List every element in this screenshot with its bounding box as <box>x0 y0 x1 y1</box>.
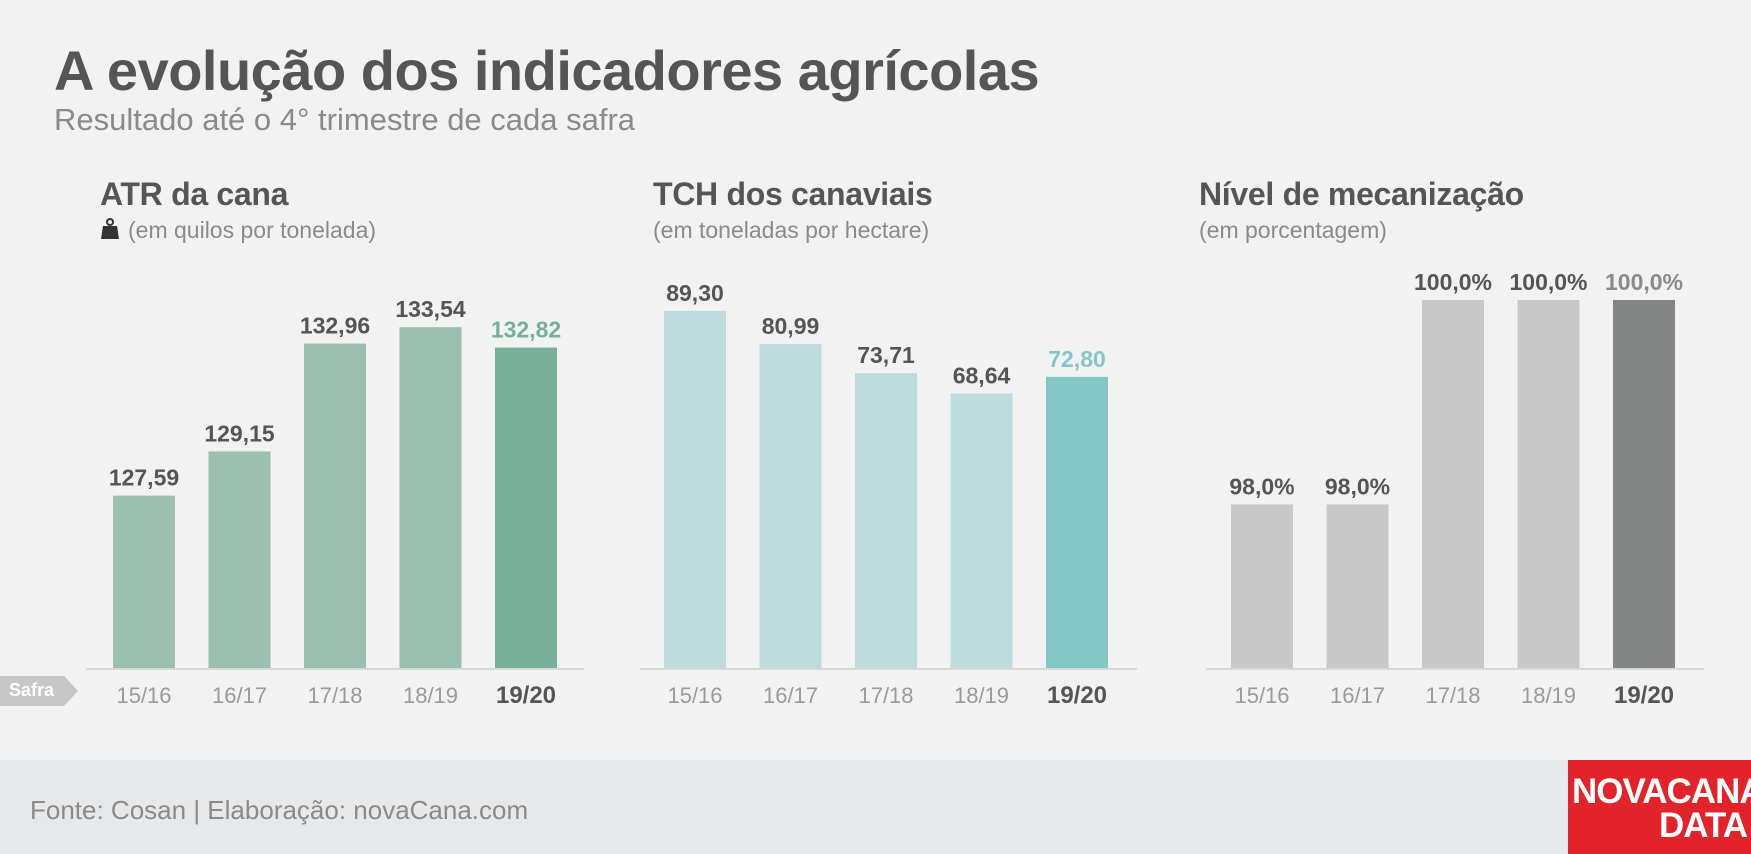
footer-bar <box>0 760 1751 854</box>
x-tick-mec-16-17: 16/17 <box>1330 683 1385 708</box>
bar-atr-16-17 <box>208 451 271 668</box>
x-tick-atr-17-18: 17/18 <box>307 683 362 708</box>
x-tick-mec-15-16: 15/16 <box>1234 683 1289 708</box>
x-tick-mec-17-18: 17/18 <box>1425 683 1480 708</box>
data-label-mec-15-16: 98,0% <box>1229 473 1294 499</box>
bar-tch-16-17 <box>759 344 822 668</box>
x-tick-tch-18-19: 18/19 <box>954 683 1009 708</box>
x-tick-tch-16-17: 16/17 <box>763 683 818 708</box>
bar-mec-18-19 <box>1517 300 1580 668</box>
data-label-atr-17-18: 132,96 <box>300 313 370 339</box>
data-label-tch-19-20: 72,80 <box>1048 346 1106 372</box>
chart-subtitle: Resultado até o 4° trimestre de cada saf… <box>54 102 636 137</box>
bar-mec-19-20 <box>1613 300 1675 668</box>
footer-source: Fonte: Cosan | Elaboração: novaCana.com <box>30 795 529 825</box>
data-label-mec-17-18: 100,0% <box>1414 269 1492 295</box>
panel-unit-atr-text: (em quilos por tonelada) <box>128 217 377 243</box>
bar-tch-17-18 <box>855 373 917 668</box>
data-label-mec-18-19: 100,0% <box>1509 269 1587 295</box>
x-tick-mec-18-19: 18/19 <box>1521 683 1576 708</box>
data-label-atr-18-19: 133,54 <box>395 296 466 322</box>
bar-atr-17-18 <box>304 343 366 668</box>
panel-title-atr: ATR da cana <box>100 176 289 212</box>
data-label-tch-15-16: 89,30 <box>666 280 724 306</box>
x-tick-tch-19-20: 19/20 <box>1047 682 1107 709</box>
x-tick-tch-17-18: 17/18 <box>858 683 913 708</box>
x-tick-tch-15-16: 15/16 <box>667 683 722 708</box>
x-tick-mec-19-20: 19/20 <box>1614 682 1674 709</box>
data-label-tch-16-17: 80,99 <box>762 313 820 339</box>
weight-icon <box>101 218 119 239</box>
bar-atr-15-16 <box>113 495 175 668</box>
panel-unit-tch: (em toneladas por hectare) <box>653 217 930 243</box>
panel-unit-atr: (em quilos por tonelada) <box>100 217 376 244</box>
data-label-tch-17-18: 73,71 <box>857 342 915 368</box>
chart-title: A evolução dos indicadores agrícolas <box>54 39 1040 102</box>
panel-title-tch: TCH dos canaviais <box>653 176 933 212</box>
novacana-data-logo <box>1568 760 1751 854</box>
x-tick-atr-18-19: 18/19 <box>403 683 458 708</box>
data-label-atr-16-17: 129,15 <box>204 420 275 446</box>
bar-atr-18-19 <box>399 327 462 668</box>
logo-text-line1: NOVACANA <box>1572 772 1751 811</box>
data-label-mec-19-20: 100,0% <box>1605 269 1683 295</box>
panel-unit-mecanizacao: (em porcentagem) <box>1199 217 1387 243</box>
bar-tch-15-16 <box>664 310 726 668</box>
data-label-atr-19-20: 132,82 <box>491 317 561 343</box>
bar-mec-16-17 <box>1326 504 1389 668</box>
bar-tch-18-19 <box>950 393 1013 668</box>
panel-title-mecanizacao: Nível de mecanização <box>1199 176 1524 212</box>
safra-axis-tag: Safra <box>9 680 55 700</box>
logo-text-line2: DATA <box>1658 806 1748 845</box>
x-tick-atr-19-20: 19/20 <box>496 682 556 709</box>
x-tick-atr-15-16: 15/16 <box>116 683 171 708</box>
data-label-mec-16-17: 98,0% <box>1325 473 1390 499</box>
bar-mec-15-16 <box>1231 504 1293 668</box>
data-label-atr-15-16: 127,59 <box>109 465 179 491</box>
bar-atr-19-20 <box>495 347 557 668</box>
bar-tch-19-20 <box>1046 376 1108 668</box>
data-label-tch-18-19: 68,64 <box>953 362 1011 388</box>
safra-tag-shape <box>0 676 78 706</box>
x-tick-atr-16-17: 16/17 <box>212 683 267 708</box>
bar-mec-17-18 <box>1422 300 1484 668</box>
